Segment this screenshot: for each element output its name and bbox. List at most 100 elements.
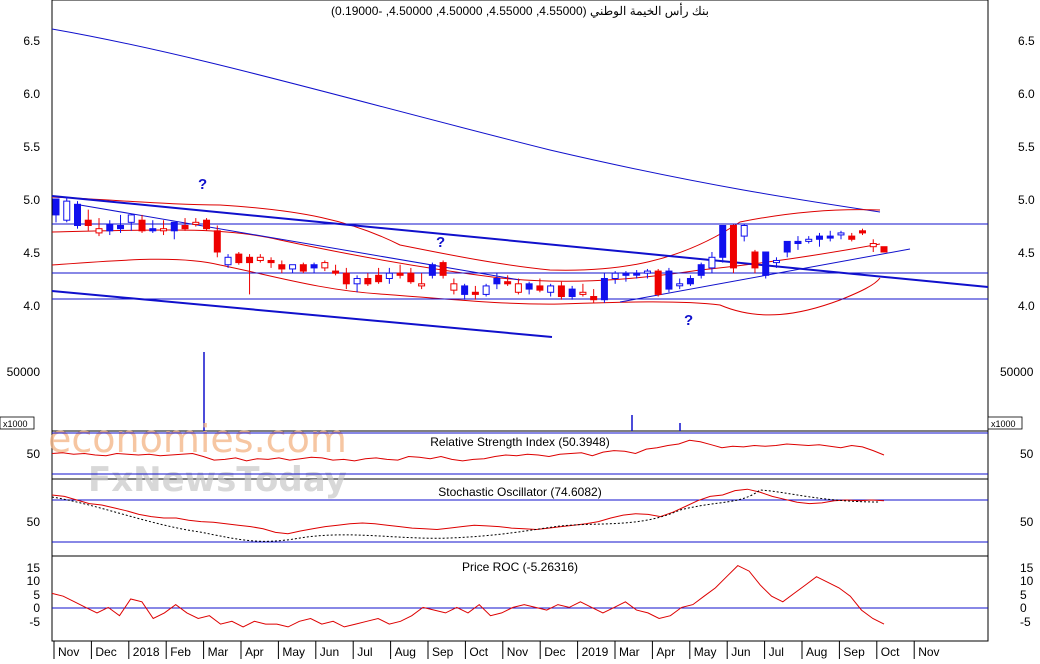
- candle-body: [450, 283, 458, 291]
- candle-body: [708, 256, 716, 269]
- candle-body: [676, 283, 684, 287]
- x-tick-label: Sep: [432, 645, 454, 659]
- candle-body: [622, 272, 630, 276]
- candle-body: [310, 264, 318, 269]
- x-tick-label: Jul: [357, 645, 372, 659]
- x-axis: Nov Dec 2018 Feb Mar Apr May Jun Jul Aug Sep Oct Nov…: [53, 641, 940, 659]
- rsi-tick-label: 50: [1020, 447, 1034, 461]
- candle-body: [418, 283, 426, 287]
- candle-body: [106, 223, 114, 232]
- candle-body: [289, 264, 297, 270]
- price-tick-label: 4.5: [23, 246, 40, 260]
- upper-trend-channel-line: [51, 195, 989, 288]
- x-tick-label: Feb: [170, 645, 191, 659]
- candle-body: [127, 214, 135, 223]
- candle-body: [439, 262, 447, 276]
- price-tick-label: 6.0: [23, 87, 40, 101]
- candle-body: [815, 235, 823, 240]
- indicator-lines: [51, 439, 885, 628]
- candle-body: [428, 264, 436, 276]
- roc-axis-right: 15 10 5 0 -5: [1020, 561, 1034, 629]
- price-tick-label: 6.5: [1018, 34, 1035, 48]
- candle-body: [181, 225, 189, 230]
- x-tick-label: Nov: [58, 645, 79, 659]
- x-tick-label: Mar: [208, 645, 229, 659]
- candle-body: [267, 259, 275, 264]
- candle-body: [84, 219, 92, 226]
- watermark-line-1: economies.com: [48, 417, 347, 461]
- x-tick-label: Nov: [507, 645, 528, 659]
- candle-body: [579, 291, 587, 295]
- price-tick-label: 4.0: [23, 299, 40, 313]
- stochastic-line: [51, 488, 885, 535]
- x-tick-label: Nov: [918, 645, 939, 659]
- candle-body: [611, 272, 619, 280]
- volume-tick-label: 50000: [7, 365, 41, 379]
- candle-body: [192, 221, 200, 225]
- candle-body: [869, 243, 877, 248]
- overlays: [51, 28, 989, 338]
- roc-tick-label: 0: [1020, 601, 1027, 615]
- candle-body: [514, 283, 522, 293]
- candle-body: [213, 230, 221, 253]
- candle-body: [332, 270, 340, 274]
- x-tick-label: Aug: [395, 645, 416, 659]
- x-tick-label: Apr: [656, 645, 675, 659]
- candle-body: [364, 278, 372, 285]
- rsi-tick-label: 50: [27, 447, 41, 461]
- candle-body: [525, 283, 533, 290]
- candle-body: [600, 278, 608, 301]
- stochastic-tick-label: 50: [1020, 515, 1034, 529]
- price-tick-label: 6.0: [1018, 87, 1035, 101]
- candle-body: [848, 235, 856, 240]
- candle-body: [321, 262, 329, 269]
- roc-tick-label: -5: [29, 615, 40, 629]
- candle-body: [751, 251, 759, 269]
- x-tick-label: Apr: [245, 645, 264, 659]
- roc-line: [51, 564, 885, 628]
- candle-body: [536, 285, 544, 291]
- candle-body: [461, 285, 469, 295]
- long-moving-average-line: [51, 28, 881, 213]
- candle-body: [719, 225, 727, 258]
- x-tick-label: Jun: [320, 645, 339, 659]
- roc-tick-label: 5: [33, 588, 40, 602]
- x-tick-label: May: [282, 645, 305, 659]
- question-mark-annotation: ?: [684, 312, 693, 329]
- question-mark-annotation: ?: [198, 176, 207, 193]
- minor-trend-line: [79, 204, 521, 281]
- x-tick-label: Oct: [469, 645, 488, 659]
- candle-body: [697, 264, 705, 276]
- candle-body: [117, 225, 125, 230]
- candle-body: [837, 232, 845, 236]
- candle-body: [643, 270, 651, 274]
- roc-tick-label: 10: [1020, 574, 1034, 588]
- x-tick-label: Aug: [806, 645, 827, 659]
- roc-tick-label: 0: [33, 601, 40, 615]
- rsi-line: [51, 439, 885, 462]
- candle-body: [590, 296, 598, 301]
- candle-body: [353, 278, 361, 285]
- candle-body: [407, 272, 415, 283]
- candle-body: [504, 281, 512, 285]
- volume-tick-label: 50000: [1000, 365, 1034, 379]
- roc-axis-left: 15 10 5 0 -5: [27, 561, 41, 629]
- x-tick-label: Dec: [544, 645, 565, 659]
- lower-trend-channel-line: [51, 290, 553, 338]
- candle-body: [52, 198, 60, 216]
- x-tick-label: Jul: [769, 645, 784, 659]
- candle-body: [686, 278, 694, 285]
- candle-body: [805, 238, 813, 242]
- candle-body: [138, 219, 146, 232]
- x-tick-label: Mar: [619, 645, 640, 659]
- stochastic-tick-label: 50: [27, 515, 41, 529]
- price-tick-label: 6.5: [23, 34, 40, 48]
- x-tick-label: Oct: [881, 645, 900, 659]
- x-tick-label: 2019: [582, 645, 609, 659]
- candle-body: [299, 264, 307, 272]
- roc-tick-label: 15: [27, 561, 41, 575]
- rsi-title: Relative Strength Index (50.3948): [430, 435, 609, 449]
- x-tick-label: May: [694, 645, 717, 659]
- candle-body: [375, 274, 383, 283]
